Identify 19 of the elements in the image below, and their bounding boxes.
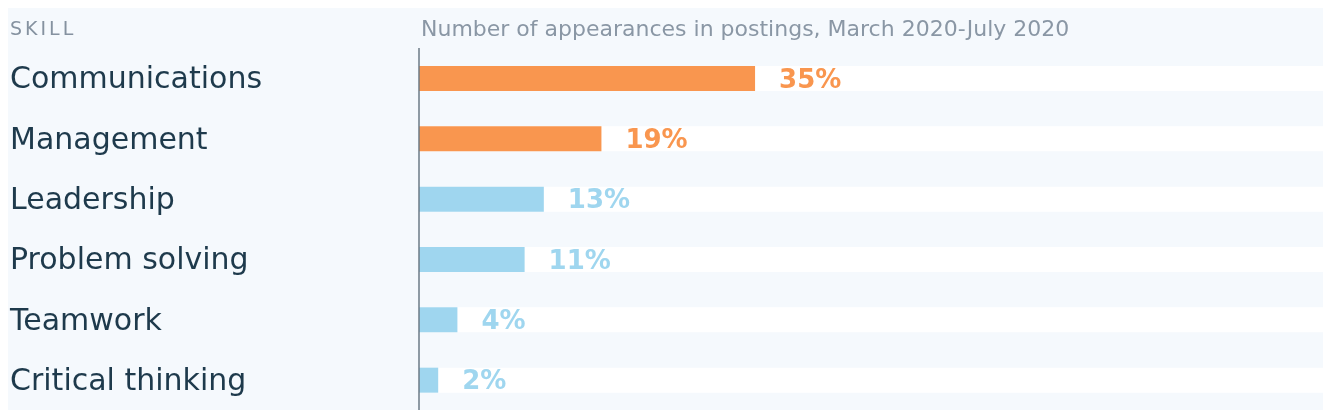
bar <box>419 126 602 152</box>
y-tick-label: Communications <box>10 60 263 96</box>
data-label: 4% <box>481 304 526 335</box>
y-tick-label: Critical thinking <box>10 361 247 397</box>
bar <box>419 247 525 272</box>
y-tick-label: Teamwork <box>9 301 163 337</box>
y-tick-label: Management <box>10 120 208 156</box>
bar <box>419 367 439 393</box>
bar <box>419 307 458 333</box>
chart-title: Number of appearances in postings, March 2020-July 2020 <box>421 15 1070 41</box>
data-label: 11% <box>548 244 611 275</box>
y-axis-title: SKILL <box>9 17 78 39</box>
y-tick-label: Leadership <box>10 180 175 216</box>
bar <box>419 186 544 212</box>
data-label: 19% <box>625 123 688 154</box>
data-label: 2% <box>462 365 507 396</box>
y-tick-label: Problem solving <box>10 241 249 277</box>
data-label: 13% <box>567 184 631 215</box>
data-label: 35% <box>779 63 842 94</box>
